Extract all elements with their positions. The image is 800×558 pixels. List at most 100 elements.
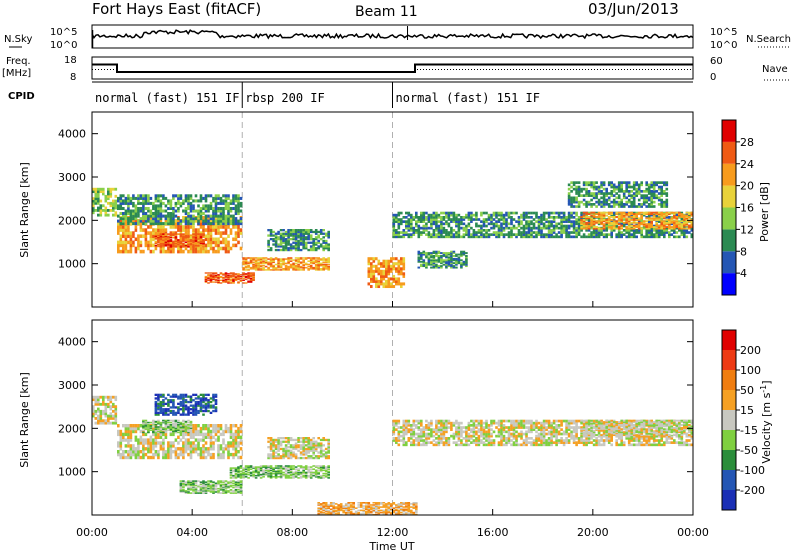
data-cell <box>125 444 128 447</box>
data-cell <box>222 430 225 433</box>
data-cell <box>202 447 205 450</box>
colorbar-swatch <box>722 142 736 164</box>
data-cell <box>157 233 160 235</box>
data-cell <box>200 233 203 235</box>
data-cell <box>175 450 178 453</box>
data-cell <box>558 236 561 239</box>
data-cell <box>210 405 213 407</box>
data-cell <box>655 194 658 197</box>
data-cell <box>655 212 658 214</box>
data-cell <box>165 436 168 439</box>
data-cell <box>190 432 193 434</box>
data-cell <box>130 430 133 433</box>
data-cell <box>528 212 531 215</box>
data-cell <box>182 453 185 456</box>
data-cell <box>117 250 120 254</box>
data-cell <box>240 280 243 281</box>
data-cell <box>210 433 213 436</box>
data-cell <box>207 228 210 232</box>
data-cell <box>207 274 210 275</box>
data-cell <box>212 430 215 433</box>
data-cell <box>232 441 235 444</box>
data-cell <box>112 422 115 425</box>
data-cell <box>142 250 145 254</box>
data-cell <box>202 204 205 207</box>
data-cell <box>140 241 143 245</box>
data-cell <box>222 447 225 450</box>
data-cell <box>272 243 275 245</box>
data-cell <box>160 215 163 218</box>
data-cell <box>305 229 308 231</box>
data-cell <box>177 432 180 434</box>
data-cell <box>498 218 501 221</box>
data-cell <box>155 238 158 240</box>
data-cell <box>681 213 684 215</box>
data-cell <box>142 228 145 232</box>
data-cell <box>97 188 100 191</box>
data-cell <box>107 403 110 406</box>
data-cell <box>250 257 253 259</box>
data-cell <box>322 257 325 259</box>
data-cell <box>147 207 150 210</box>
data-cell <box>618 194 621 197</box>
data-cell <box>190 480 193 482</box>
data-cell <box>220 231 223 235</box>
data-cell <box>160 441 163 444</box>
data-cell <box>490 214 493 217</box>
data-cell <box>170 456 173 459</box>
colorbar-tick-label: 28 <box>740 136 754 149</box>
data-cell <box>232 470 235 472</box>
data-cell <box>197 250 200 254</box>
data-cell <box>538 216 541 219</box>
data-cell <box>478 218 481 221</box>
data-cell <box>177 244 180 246</box>
data-cell <box>230 489 233 491</box>
data-cell <box>130 436 133 439</box>
data-cell <box>150 197 153 200</box>
data-cell <box>195 194 198 197</box>
data-cell <box>157 412 160 414</box>
data-cell <box>120 234 123 238</box>
data-cell <box>125 427 128 430</box>
data-cell <box>202 480 205 482</box>
data-cell <box>448 212 451 215</box>
data-cell <box>187 215 190 218</box>
data-cell <box>595 181 598 184</box>
data-cell <box>142 450 145 453</box>
data-cell <box>230 272 233 273</box>
data-cell <box>175 438 178 441</box>
data-cell <box>175 225 178 229</box>
data-cell <box>142 447 145 450</box>
data-cell <box>648 217 651 219</box>
data-cell <box>230 477 233 479</box>
data-cell <box>212 447 215 450</box>
data-cell <box>237 433 240 436</box>
data-cell <box>513 212 516 215</box>
data-cell <box>240 447 243 450</box>
data-cell <box>167 240 170 242</box>
data-cell <box>215 281 218 282</box>
data-cell <box>210 225 213 229</box>
data-cell <box>217 280 220 281</box>
data-cell <box>620 181 623 184</box>
nsky-label: N.Sky <box>4 34 32 45</box>
data-cell <box>127 207 130 210</box>
data-cell <box>623 212 626 214</box>
data-cell <box>117 222 120 226</box>
data-cell <box>172 441 175 444</box>
data-cell <box>400 285 403 288</box>
data-cell <box>438 214 441 217</box>
data-cell <box>252 262 255 264</box>
data-cell <box>375 257 378 260</box>
data-cell <box>162 408 165 410</box>
data-cell <box>598 186 601 189</box>
data-cell <box>217 447 220 450</box>
data-cell <box>202 414 205 416</box>
data-cell <box>185 241 188 243</box>
data-cell <box>545 218 548 221</box>
data-cell <box>100 396 103 399</box>
data-cell <box>425 262 428 264</box>
data-cell <box>635 236 638 239</box>
count-tick-top-right: 10^5 <box>710 27 737 38</box>
data-cell <box>195 485 198 487</box>
